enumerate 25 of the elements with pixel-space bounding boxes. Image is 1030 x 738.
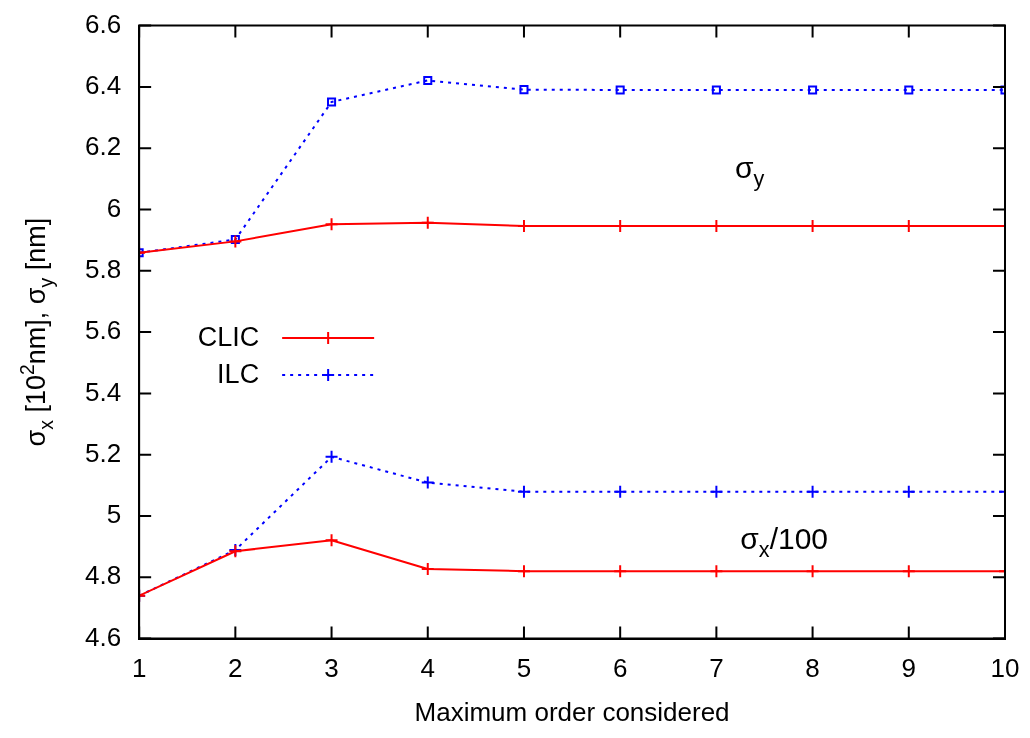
x-tick-label: 4 — [420, 653, 435, 684]
x-tick-label: 2 — [228, 653, 243, 684]
x-tick-label: 10 — [990, 653, 1020, 684]
x-tick-label: 8 — [805, 653, 820, 684]
y-tick-label: 6 — [106, 192, 122, 223]
y-axis-title: σx [102nm], σy [nm] — [15, 217, 57, 447]
x-tick-label: 3 — [324, 653, 339, 684]
y-tick-label: 5.8 — [84, 253, 122, 284]
y-tick-label: 6.6 — [84, 8, 122, 39]
x-tick-label: 6 — [612, 653, 628, 684]
y-tick-label: 5.6 — [84, 315, 122, 346]
x-tick-label: 7 — [709, 653, 724, 684]
y-tick-label: 4.8 — [84, 560, 122, 591]
x-axis-title: Maximum order considered — [414, 696, 730, 727]
y-tick-label: 5.2 — [84, 437, 122, 468]
y-tick-label: 6.4 — [84, 70, 122, 101]
y-tick-label: 4.6 — [84, 621, 122, 652]
legend-label: CLIC — [197, 321, 260, 352]
x-tick-label: 1 — [131, 653, 147, 684]
x-tick-label: 9 — [901, 653, 917, 684]
y-tick-label: 5 — [106, 499, 122, 530]
y-tick-label: 5.4 — [84, 376, 122, 407]
legend-label: ILC — [217, 358, 260, 389]
y-tick-label: 6.2 — [84, 131, 122, 162]
x-tick-label: 5 — [516, 653, 532, 684]
